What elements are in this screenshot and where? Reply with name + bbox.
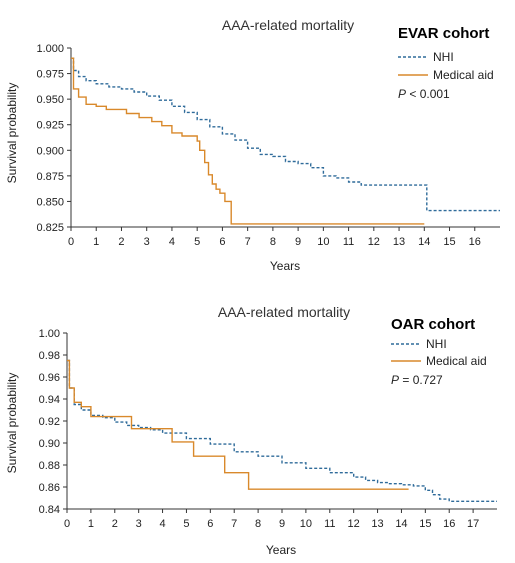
oar-legend-medical-aid-label: Medical aid	[426, 354, 487, 368]
evar-x-tick-label: 7	[245, 236, 251, 248]
evar-chart-title: AAA-related mortality	[222, 17, 354, 33]
oar-legend-nhi-label: NHI	[426, 337, 447, 351]
evar-legend: NHI Medical aid	[398, 50, 494, 82]
evar-x-tick-label: 6	[219, 236, 225, 248]
evar-cohort-label: EVAR cohort	[398, 25, 489, 42]
evar-p-value: P < 0.001	[398, 87, 450, 101]
evar-y-tick-label: 0.825	[36, 222, 64, 234]
oar-x-tick-label: 11	[324, 518, 335, 530]
oar-x-tick-label: 14	[395, 518, 407, 530]
oar-series-medical-aid	[67, 359, 409, 490]
oar-y-tick-label: 0.96	[39, 372, 60, 384]
oar-panel: AAA-related mortality OAR cohort 1.00 0.9…	[5, 304, 497, 557]
oar-y-tick-label: 0.90	[39, 438, 60, 450]
oar-x-tick-label: 5	[183, 518, 189, 530]
evar-x-tick-label: 1	[93, 236, 99, 248]
evar-x-tick-label: 9	[295, 236, 301, 248]
evar-x-tick-label: 10	[317, 236, 329, 248]
oar-plot-area: 1.000.980.960.940.920.900.880.860.840 1 2 3…	[39, 328, 497, 530]
oar-x-tick-label: 15	[419, 518, 431, 530]
oar-chart-title: AAA-related mortality	[218, 304, 350, 320]
oar-x-tick-label: 2	[112, 518, 118, 530]
evar-legend-nhi-label: NHI	[433, 50, 454, 64]
evar-plot-area: 1.000 0.975 0.950 0.925 0.900 0.875 0.850 0.825…	[36, 43, 500, 248]
oar-y-tick-label: 0.92	[39, 416, 60, 428]
evar-x-tick-label: 16	[469, 236, 481, 248]
evar-x-tick-label: 3	[144, 236, 150, 248]
oar-x-tick-label: 6	[207, 518, 213, 530]
oar-cohort-label: OAR cohort	[391, 316, 475, 333]
oar-legend: NHI Medical aid	[391, 337, 487, 368]
oar-y-tick-label: 0.98	[39, 350, 60, 362]
oar-x-tick-label: 4	[159, 518, 165, 530]
oar-x-tick-label: 17	[467, 518, 479, 530]
oar-x-tick-label: 1	[88, 518, 94, 530]
oar-y-tick-label: 0.94	[39, 394, 60, 406]
evar-x-tick-label: 2	[118, 236, 124, 248]
evar-y-tick-label: 1.000	[36, 43, 64, 55]
oar-y-tick-label: 1.00	[39, 328, 60, 340]
oar-p-text: = 0.727	[399, 373, 443, 387]
evar-x-tick-label: 13	[393, 236, 405, 248]
oar-p-symbol: P	[391, 373, 399, 387]
evar-x-tick-label: 11	[343, 236, 354, 248]
oar-x-tick-label: 16	[443, 518, 455, 530]
oar-x-tick-label: 7	[231, 518, 237, 530]
evar-series-medical-aid	[71, 57, 425, 225]
evar-x-tick-label: 4	[169, 236, 175, 248]
evar-x-tick-label: 15	[443, 236, 455, 248]
oar-y-axis-label: Survival probability	[5, 373, 19, 474]
evar-x-axis-label: Years	[270, 259, 300, 273]
oar-y-tick-label: 0.88	[39, 460, 60, 472]
oar-x-tick-label: 9	[279, 518, 285, 530]
oar-x-tick-label: 0	[64, 518, 70, 530]
oar-y-tick-label: 0.86	[39, 482, 60, 494]
evar-y-tick-label: 0.950	[36, 94, 64, 106]
evar-x-tick-label: 5	[194, 236, 200, 248]
evar-y-axis-label: Survival probability	[5, 83, 19, 184]
evar-y-tick-label: 0.975	[36, 69, 64, 81]
oar-x-tick-label: 13	[371, 518, 383, 530]
oar-x-tick-label: 10	[300, 518, 312, 530]
evar-x-tick-label: 8	[270, 236, 276, 248]
evar-y-tick-label: 0.900	[36, 145, 64, 157]
evar-series-nhi	[71, 57, 500, 212]
oar-x-axis-label: Years	[266, 543, 296, 557]
evar-y-tick-label: 0.875	[36, 171, 64, 183]
evar-p-text: < 0.001	[406, 87, 450, 101]
evar-x-tick-label: 12	[368, 236, 380, 248]
oar-x-tick-label: 8	[255, 518, 261, 530]
oar-p-value: P = 0.727	[391, 373, 443, 387]
evar-legend-medical-aid-label: Medical aid	[433, 68, 494, 82]
evar-x-tick-label: 14	[418, 236, 430, 248]
oar-x-tick-label: 3	[136, 518, 142, 530]
evar-x-tick-label: 0	[68, 236, 74, 248]
evar-p-symbol: P	[398, 87, 406, 101]
evar-y-tick-label: 0.850	[36, 196, 64, 208]
evar-panel: AAA-related mortality EVAR cohort 1.000 0…	[5, 17, 500, 273]
evar-y-tick-label: 0.925	[36, 120, 64, 132]
oar-x-tick-label: 12	[348, 518, 360, 530]
oar-y-tick-label: 0.84	[39, 504, 60, 516]
